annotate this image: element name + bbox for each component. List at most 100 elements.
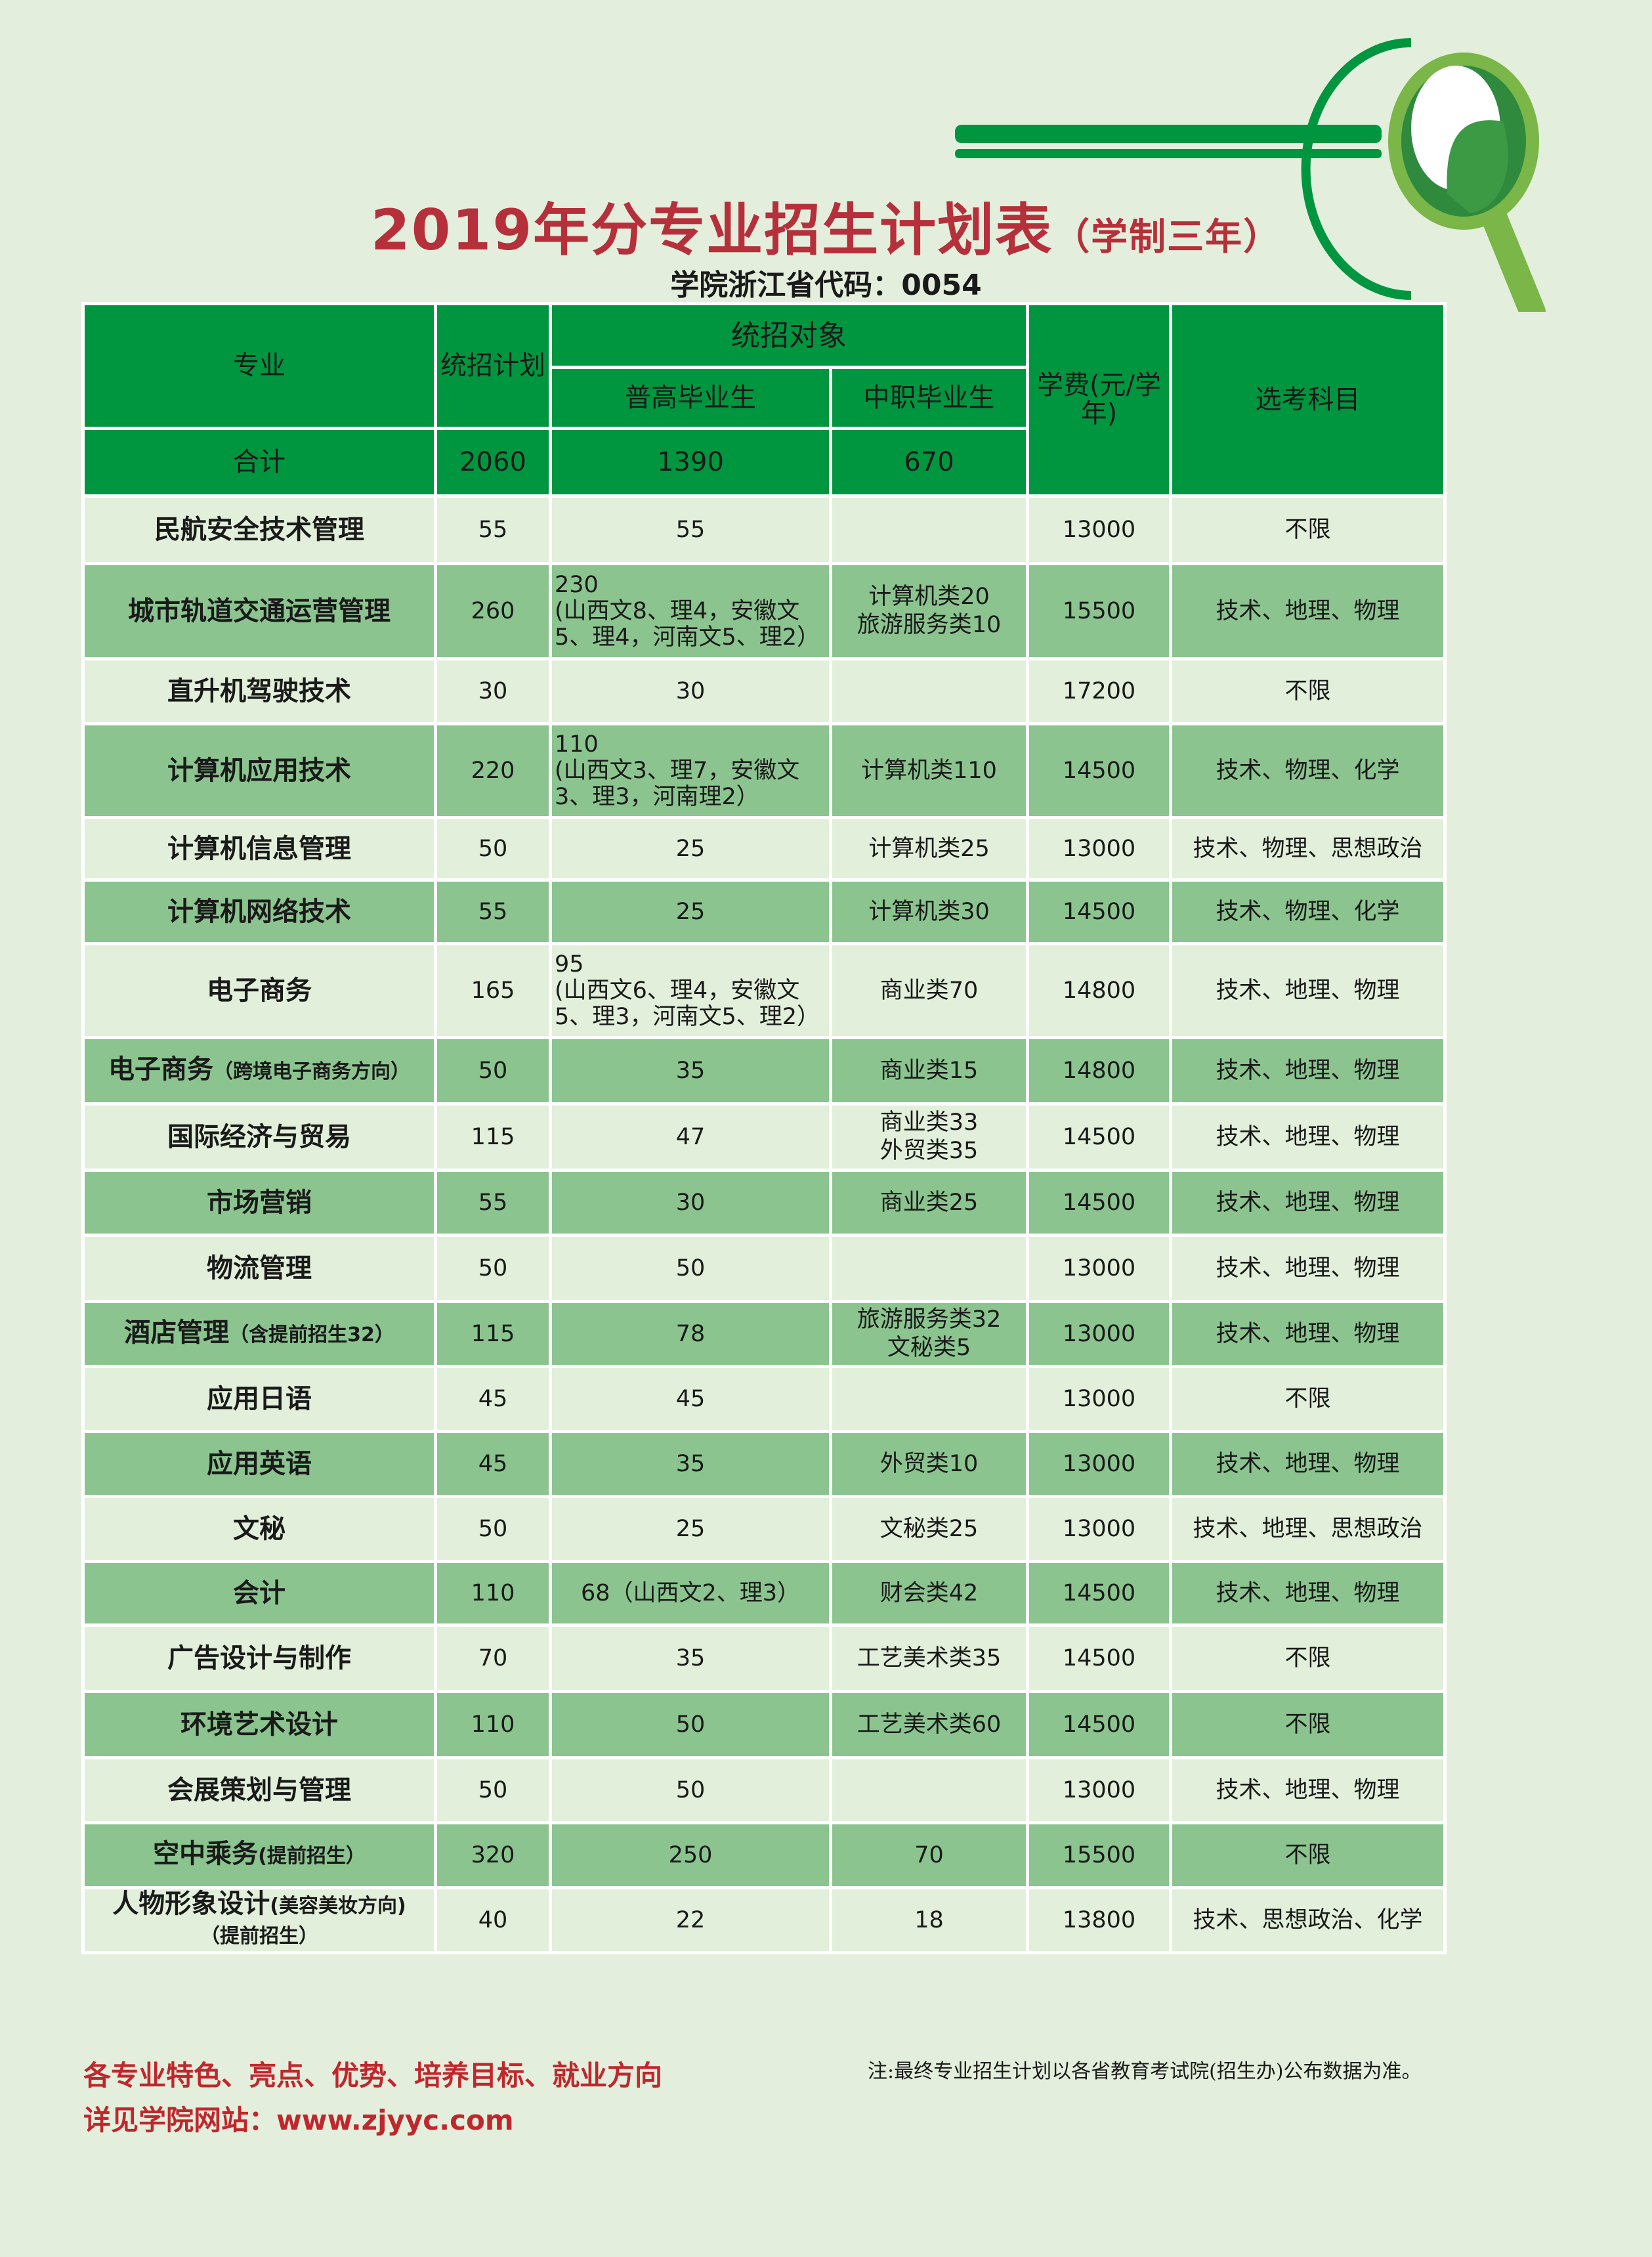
tuition-cell: 14500	[1029, 1106, 1169, 1169]
header-plan: 统招计划	[437, 305, 549, 427]
tuition-cell: 13000	[1029, 1759, 1169, 1821]
tuition-cell: 15500	[1029, 565, 1169, 657]
tuition-cell: 14800	[1029, 1039, 1169, 1102]
table-row: 会展策划与管理 50 50 13000 技术、地理、物理	[85, 1759, 1443, 1821]
enrollment-plan-table: 专业 统招计划 统招对象 学费(元/学年) 选考科目 普高毕业生 中职毕业生 合…	[81, 302, 1447, 1954]
disclaimer-note: 注:最终专业招生计划以各省教育考试院(招生办)公布数据为准。	[868, 2060, 1422, 2083]
tuition-cell: 13000	[1029, 498, 1169, 562]
general-hs-cell: 110 (山西文3、理7，安徽文3、理3，河南理2）	[552, 725, 829, 816]
subjects-cell: 技术、物理、化学	[1172, 725, 1443, 816]
header-major: 专业	[85, 305, 434, 427]
plan-cell: 70	[437, 1627, 549, 1690]
tuition-cell: 14500	[1029, 725, 1169, 816]
plan-cell: 45	[437, 1433, 549, 1495]
general-hs-cell: 95 (山西文6、理4，安徽文5、理3，河南文5、理2）	[552, 945, 829, 1036]
subjects-cell: 不限	[1172, 1627, 1443, 1690]
vocational-cell: 商业类15	[832, 1039, 1026, 1102]
subjects-cell: 技术、地理、物理	[1172, 1433, 1443, 1495]
major-name: 酒店管理	[124, 1318, 230, 1348]
vocational-cell: 计算机类25	[832, 819, 1026, 878]
vocational-cell: 18	[832, 1889, 1026, 1951]
major-cell: 会展策划与管理	[85, 1759, 434, 1821]
vocational-cell: 旅游服务类32 文秘类5	[832, 1303, 1026, 1365]
table-row: 人物形象设计(美容美妆方向) （提前招生） 40 22 18 13800 技术、思想政治、…	[85, 1889, 1443, 1951]
major-name: 市场营销	[207, 1187, 312, 1218]
vocational-cell	[832, 1368, 1026, 1430]
vocational-cell: 70	[832, 1824, 1026, 1886]
total-general-hs: 1390	[552, 430, 829, 494]
tuition-cell: 13000	[1029, 1433, 1169, 1495]
table-row: 市场营销 55 30 商业类25 14500 技术、地理、物理	[85, 1172, 1443, 1234]
subjects-cell: 不限	[1172, 660, 1443, 722]
vocational-cell: 财会类42	[832, 1563, 1026, 1623]
major-cell: 电子商务	[85, 945, 434, 1036]
tuition-cell: 14500	[1029, 1172, 1169, 1234]
plan-cell: 30	[437, 660, 549, 722]
major-cell: 酒店管理（含提前招生32）	[85, 1303, 434, 1365]
header-vocational: 中职毕业生	[832, 369, 1026, 427]
table-row: 广告设计与制作 70 35 工艺美术类35 14500 不限	[85, 1627, 1443, 1690]
general-hs-cell: 50	[552, 1237, 829, 1300]
table-row: 国际经济与贸易 115 47 商业类33 外贸类35 14500 技术、地理、物理	[85, 1106, 1443, 1169]
subjects-cell: 技术、地理、物理	[1172, 1172, 1443, 1234]
general-hs-cell: 47	[552, 1106, 829, 1169]
major-name: 民航安全技术管理	[154, 514, 364, 545]
school-code: 学院浙江省代码：0054	[670, 269, 982, 302]
major-cell: 会计	[85, 1563, 434, 1623]
major-cell: 空中乘务(提前招生）	[85, 1824, 434, 1886]
major-cell: 环境艺术设计	[85, 1693, 434, 1756]
table-row: 计算机网络技术 55 25 计算机类30 14500 技术、物理、化学	[85, 882, 1443, 942]
general-hs-cell: 50	[552, 1759, 829, 1821]
tuition-cell: 15500	[1029, 1824, 1169, 1886]
major-cell: 直升机驾驶技术	[85, 660, 434, 722]
table-row: 应用日语 45 45 13000 不限	[85, 1368, 1443, 1430]
general-hs-cell: 25	[552, 882, 829, 942]
plan-cell: 50	[437, 819, 549, 878]
major-cell: 民航安全技术管理	[85, 498, 434, 562]
table-row: 直升机驾驶技术 30 30 17200 不限	[85, 660, 1443, 722]
tuition-cell: 14500	[1029, 882, 1169, 942]
vocational-cell: 商业类25	[832, 1172, 1026, 1234]
major-note: （跨境电子商务方向）	[213, 1060, 410, 1083]
tuition-cell: 13000	[1029, 1237, 1169, 1300]
subjects-cell: 技术、地理、物理	[1172, 1759, 1443, 1821]
plan-cell: 115	[437, 1303, 549, 1365]
subjects-cell: 技术、思想政治、化学	[1172, 1889, 1443, 1951]
general-hs-cell: 22	[552, 1889, 829, 1951]
footer-website[interactable]: 详见学院网站：www.zjyyc.com	[83, 2104, 514, 2136]
general-hs-cell: 30	[552, 660, 829, 722]
major-name: 电子商务	[207, 975, 312, 1006]
subjects-cell: 技术、地理、思想政治	[1172, 1498, 1443, 1560]
major-name: 会展策划与管理	[167, 1774, 351, 1805]
table-row: 城市轨道交通运营管理 260 230 (山西文8、理4，安徽文5、理4，河南文5、理…	[85, 565, 1443, 657]
total-label: 合计	[85, 430, 434, 494]
table-row: 空中乘务(提前招生） 320 250 70 15500 不限	[85, 1824, 1443, 1886]
major-cell: 应用日语	[85, 1368, 434, 1430]
subjects-cell: 技术、地理、物理	[1172, 1237, 1443, 1300]
general-hs-cell: 35	[552, 1433, 829, 1495]
major-cell: 电子商务（跨境电子商务方向）	[85, 1039, 434, 1102]
subjects-cell: 不限	[1172, 1693, 1443, 1756]
tuition-cell: 13800	[1029, 1889, 1169, 1951]
major-name: 计算机应用技术	[167, 755, 351, 786]
vocational-cell	[832, 1759, 1026, 1821]
major-name: 电子商务	[108, 1054, 213, 1085]
tuition-cell: 13000	[1029, 1303, 1169, 1365]
major-name: 文秘	[233, 1513, 286, 1544]
plan-cell: 55	[437, 498, 549, 562]
tuition-cell: 13000	[1029, 819, 1169, 878]
major-name: 环境艺术设计	[180, 1709, 338, 1740]
subjects-cell: 技术、地理、物理	[1172, 1106, 1443, 1169]
subjects-cell: 不限	[1172, 1824, 1443, 1886]
table-row: 电子商务（跨境电子商务方向） 50 35 商业类15 14800 技术、地理、物理	[85, 1039, 1443, 1102]
plan-cell: 260	[437, 565, 549, 657]
subjects-cell: 技术、地理、物理	[1172, 945, 1443, 1036]
major-name: 计算机网络技术	[167, 896, 351, 927]
vocational-cell	[832, 1237, 1026, 1300]
subjects-cell: 技术、地理、物理	[1172, 1303, 1443, 1365]
subjects-cell: 不限	[1172, 1368, 1443, 1430]
plan-cell: 50	[437, 1759, 549, 1821]
vocational-cell	[832, 498, 1026, 562]
table-row: 计算机应用技术 220 110 (山西文3、理7，安徽文3、理3，河南理2） 计算机类…	[85, 725, 1443, 816]
major-note: (提前招生）	[258, 1845, 366, 1868]
